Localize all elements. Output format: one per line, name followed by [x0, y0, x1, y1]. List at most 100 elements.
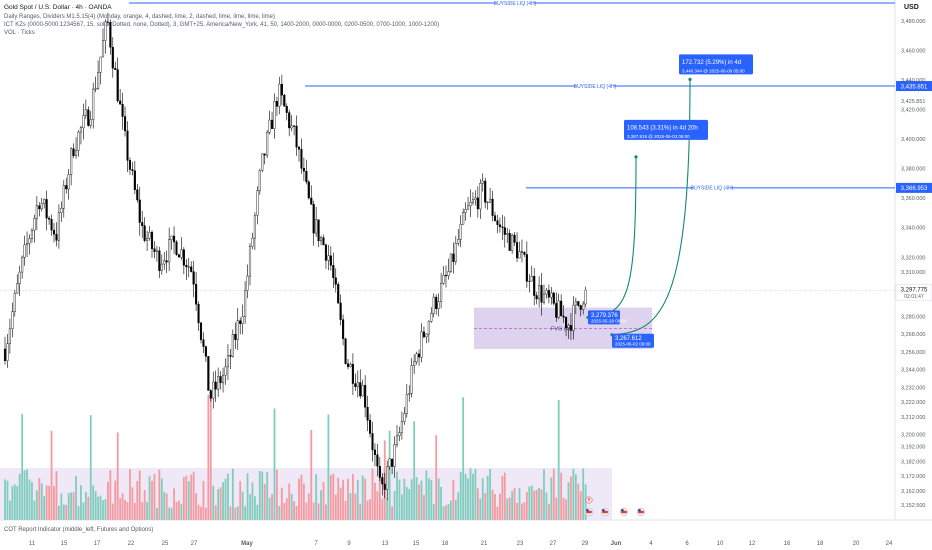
- candle-body[interactable]: [275, 101, 279, 107]
- candle-body[interactable]: [11, 311, 14, 330]
- candle-body[interactable]: [538, 285, 541, 300]
- candle-body[interactable]: [320, 237, 323, 242]
- candle-body[interactable]: [202, 339, 205, 347]
- candle-body[interactable]: [506, 233, 509, 235]
- entry-2-box[interactable]: [612, 333, 654, 348]
- candle-body[interactable]: [442, 275, 445, 284]
- target-1-box[interactable]: [624, 119, 708, 140]
- candle-body[interactable]: [136, 189, 139, 201]
- candle-body[interactable]: [94, 88, 97, 90]
- candle-body[interactable]: [513, 234, 516, 243]
- candle-body[interactable]: [361, 385, 364, 397]
- candle-body[interactable]: [285, 105, 288, 113]
- candle-body[interactable]: [516, 242, 519, 259]
- candle-body[interactable]: [324, 244, 328, 261]
- candle-body[interactable]: [464, 208, 467, 213]
- candle-body[interactable]: [38, 205, 41, 210]
- candle-body[interactable]: [383, 483, 386, 490]
- candle-body[interactable]: [99, 56, 102, 73]
- candle-body[interactable]: [92, 88, 95, 120]
- candle-body[interactable]: [327, 255, 330, 261]
- candle-body[interactable]: [508, 233, 511, 251]
- candle-body[interactable]: [224, 366, 227, 376]
- candle-body[interactable]: [114, 68, 117, 70]
- candle-body[interactable]: [263, 153, 266, 156]
- candle-body[interactable]: [398, 432, 401, 437]
- candle-body[interactable]: [172, 235, 176, 243]
- candle-body[interactable]: [185, 264, 188, 268]
- candle-body[interactable]: [126, 130, 129, 161]
- candle-body[interactable]: [165, 260, 168, 263]
- candle-body[interactable]: [469, 202, 472, 207]
- candle-body[interactable]: [67, 174, 70, 190]
- candle-body[interactable]: [23, 244, 26, 258]
- candle-body[interactable]: [491, 198, 494, 216]
- candle-body[interactable]: [21, 256, 24, 273]
- candle-body[interactable]: [121, 103, 124, 117]
- candle-body[interactable]: [229, 355, 232, 357]
- candle-body[interactable]: [518, 251, 521, 259]
- candle-body[interactable]: [133, 170, 136, 190]
- candle-body[interactable]: [123, 116, 127, 132]
- candle-body[interactable]: [332, 265, 335, 278]
- candle-body[interactable]: [48, 217, 51, 220]
- candle-body[interactable]: [280, 83, 283, 96]
- candle-body[interactable]: [501, 226, 504, 228]
- candle-body[interactable]: [192, 271, 195, 285]
- candle-body[interactable]: [481, 180, 484, 184]
- candle-body[interactable]: [244, 290, 247, 317]
- candle-body[interactable]: [322, 237, 325, 246]
- candle-body[interactable]: [141, 222, 144, 226]
- candle-body[interactable]: [62, 185, 65, 209]
- candle-body[interactable]: [258, 170, 261, 191]
- candle-body[interactable]: [386, 466, 389, 490]
- candle-body[interactable]: [155, 250, 158, 252]
- candle-body[interactable]: [440, 283, 443, 302]
- candle-body[interactable]: [297, 146, 301, 150]
- candle-body[interactable]: [150, 232, 154, 249]
- candle-body[interactable]: [337, 284, 340, 304]
- candle-body[interactable]: [226, 355, 230, 368]
- candle-body[interactable]: [197, 303, 200, 324]
- candle-body[interactable]: [344, 338, 347, 364]
- candle-body[interactable]: [239, 320, 242, 324]
- candle-body[interactable]: [413, 361, 416, 366]
- candle-body[interactable]: [3, 348, 7, 361]
- candle-body[interactable]: [116, 69, 119, 102]
- candle-body[interactable]: [104, 21, 107, 41]
- candle-body[interactable]: [471, 199, 475, 203]
- candle-body[interactable]: [52, 229, 56, 235]
- candle-body[interactable]: [579, 305, 582, 310]
- candle-body[interactable]: [369, 420, 372, 434]
- candle-body[interactable]: [572, 304, 575, 331]
- candle-body[interactable]: [427, 321, 430, 335]
- candle-body[interactable]: [180, 249, 183, 258]
- candle-body[interactable]: [119, 100, 122, 105]
- candle-body[interactable]: [295, 125, 298, 148]
- candle-body[interactable]: [177, 254, 181, 258]
- candle-body[interactable]: [290, 125, 293, 129]
- candle-body[interactable]: [577, 301, 580, 306]
- candle-body[interactable]: [182, 249, 185, 266]
- candle-body[interactable]: [72, 148, 75, 156]
- candle-body[interactable]: [430, 313, 433, 322]
- candle-body[interactable]: [268, 119, 271, 133]
- candle-body[interactable]: [435, 296, 438, 309]
- candle-body[interactable]: [101, 40, 105, 58]
- candle-body[interactable]: [158, 250, 161, 271]
- candle-body[interactable]: [190, 266, 193, 272]
- candle-body[interactable]: [381, 477, 384, 485]
- candle-body[interactable]: [30, 230, 34, 240]
- candle-body[interactable]: [552, 292, 555, 304]
- candle-body[interactable]: [163, 260, 166, 265]
- candle-body[interactable]: [452, 253, 455, 262]
- candle-body[interactable]: [109, 22, 112, 48]
- candle-body[interactable]: [312, 204, 315, 234]
- candle-body[interactable]: [148, 232, 151, 239]
- candle-body[interactable]: [50, 219, 53, 231]
- candle-body[interactable]: [146, 238, 149, 241]
- candle-body[interactable]: [241, 316, 244, 324]
- candle-body[interactable]: [542, 293, 546, 303]
- candle-body[interactable]: [351, 364, 354, 384]
